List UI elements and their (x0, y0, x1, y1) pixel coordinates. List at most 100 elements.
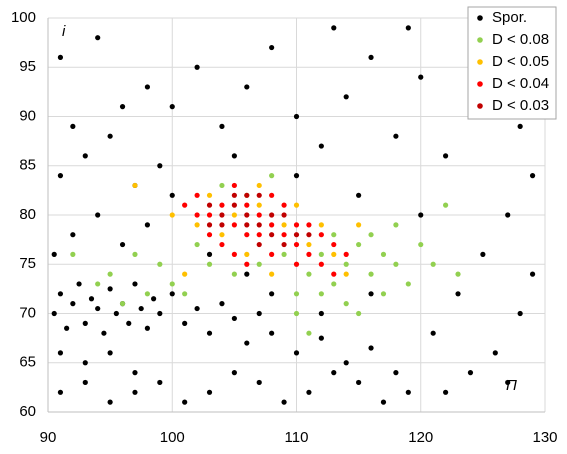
point (206, 330, 213, 336)
point (51, 310, 57, 317)
legend-label: Spor. (492, 9, 527, 26)
point (443, 389, 449, 395)
point (231, 222, 237, 228)
point (269, 291, 275, 297)
point (219, 182, 225, 189)
point (107, 350, 113, 356)
point (157, 261, 163, 267)
point (356, 222, 362, 228)
point (281, 241, 287, 248)
point (194, 222, 200, 228)
point (343, 251, 349, 257)
point (244, 222, 250, 228)
point (219, 123, 225, 129)
point (343, 360, 349, 366)
point (76, 281, 82, 287)
point (231, 153, 237, 159)
point (467, 370, 474, 376)
point (318, 251, 324, 257)
point (256, 182, 262, 189)
legend-marker (477, 81, 483, 87)
point (70, 301, 76, 307)
point (393, 261, 399, 267)
point (368, 271, 374, 277)
point (169, 281, 175, 287)
point (144, 291, 150, 297)
point (418, 74, 424, 80)
point (405, 25, 411, 31)
point (343, 271, 349, 277)
point (231, 192, 237, 198)
point (231, 182, 237, 189)
point (368, 232, 374, 238)
point (318, 222, 324, 228)
point (256, 192, 262, 198)
point (169, 192, 175, 198)
point (331, 251, 337, 257)
point (393, 133, 399, 139)
point (219, 241, 225, 248)
point (57, 389, 64, 395)
point (443, 153, 449, 159)
points (51, 25, 536, 405)
point (206, 192, 213, 198)
point (331, 232, 337, 238)
point (256, 241, 262, 248)
x-tick-label: 120 (408, 429, 433, 446)
point (144, 222, 150, 228)
point (256, 379, 262, 386)
point (82, 379, 88, 386)
point (231, 271, 237, 277)
point (281, 399, 287, 405)
point (318, 143, 324, 149)
point (113, 310, 119, 317)
y-tick-label: 85 (19, 157, 36, 174)
point (281, 202, 287, 208)
y-tick-label: 70 (19, 304, 36, 321)
point (194, 212, 200, 218)
point (231, 212, 237, 218)
point (244, 84, 250, 90)
point (455, 291, 461, 297)
point (107, 271, 113, 277)
point (138, 305, 144, 312)
point (405, 281, 411, 287)
point (157, 310, 163, 317)
point (151, 296, 157, 302)
legend-marker (477, 37, 483, 43)
point (331, 241, 337, 248)
point (318, 232, 324, 238)
point (380, 291, 387, 297)
point (206, 251, 213, 257)
point (219, 232, 225, 238)
point (119, 104, 126, 110)
point (132, 389, 138, 395)
point (57, 173, 64, 179)
point (95, 281, 101, 287)
point (231, 202, 237, 208)
point (380, 399, 387, 405)
point (418, 212, 424, 218)
y-tick-label: 75 (19, 255, 36, 272)
point (256, 222, 262, 228)
point (88, 296, 95, 302)
point (269, 212, 275, 218)
point (269, 330, 275, 336)
point (293, 291, 300, 297)
point (356, 379, 362, 386)
point (144, 325, 150, 331)
point (244, 212, 250, 218)
point (182, 202, 188, 208)
point (256, 212, 262, 218)
y-tick-label: 80 (19, 206, 36, 223)
point (244, 251, 250, 257)
y-axis-label: i (62, 23, 66, 40)
point (269, 44, 275, 51)
point (244, 202, 250, 208)
point (95, 305, 101, 312)
point (269, 173, 275, 179)
point (256, 310, 262, 317)
legend-label: D < 0.03 (492, 97, 549, 114)
point (51, 251, 57, 257)
